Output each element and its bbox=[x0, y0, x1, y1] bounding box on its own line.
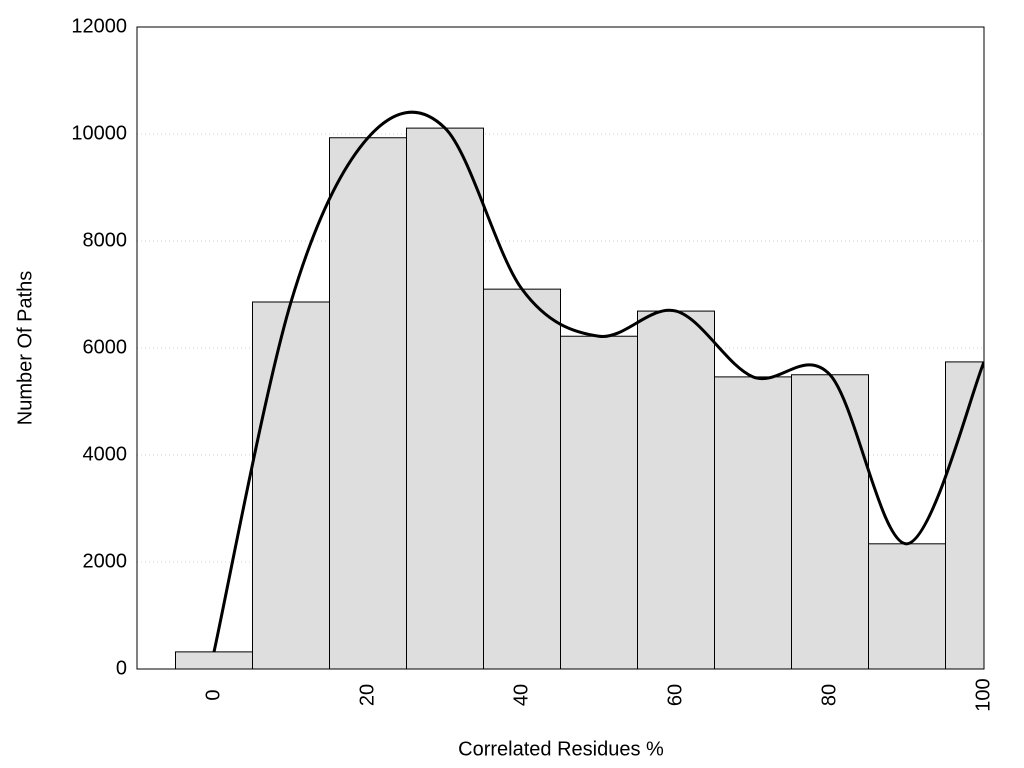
trend-line bbox=[212, 110, 984, 653]
plot-frame bbox=[136, 26, 985, 670]
bar bbox=[175, 651, 253, 669]
x-tick-label: 0 bbox=[202, 689, 224, 700]
y-tick-label: 10000 bbox=[71, 122, 127, 144]
y-axis-title: Number Of Paths bbox=[14, 271, 36, 426]
y-tick-label: 8000 bbox=[83, 229, 128, 251]
bar bbox=[483, 288, 561, 669]
x-tick-label: 40 bbox=[510, 684, 532, 706]
x-tick-label: 80 bbox=[818, 684, 840, 706]
y-tick-label: 6000 bbox=[83, 336, 128, 358]
bar bbox=[637, 310, 715, 669]
bar bbox=[252, 301, 330, 669]
bar bbox=[560, 335, 638, 669]
x-axis-title: Correlated Residues % bbox=[458, 738, 664, 760]
y-tick-label: 4000 bbox=[83, 443, 128, 465]
bar bbox=[406, 127, 484, 669]
x-tick-label: 20 bbox=[356, 684, 378, 706]
y-tick-label: 12000 bbox=[71, 15, 127, 37]
curve bbox=[212, 110, 984, 653]
bar bbox=[945, 361, 984, 669]
bar bbox=[329, 137, 407, 669]
bars bbox=[175, 127, 984, 669]
y-tick-label: 0 bbox=[116, 657, 127, 679]
y-tick-label: 2000 bbox=[83, 550, 128, 572]
labels: 0 2000 4000 6000 8000 10000 12000 0 20 40 60 80 100 bbox=[71, 15, 994, 711]
x-tick-label: 60 bbox=[664, 684, 686, 706]
bar bbox=[791, 374, 869, 669]
bar bbox=[868, 543, 946, 669]
x-tick-label: 100 bbox=[972, 678, 994, 711]
bar bbox=[714, 376, 792, 669]
